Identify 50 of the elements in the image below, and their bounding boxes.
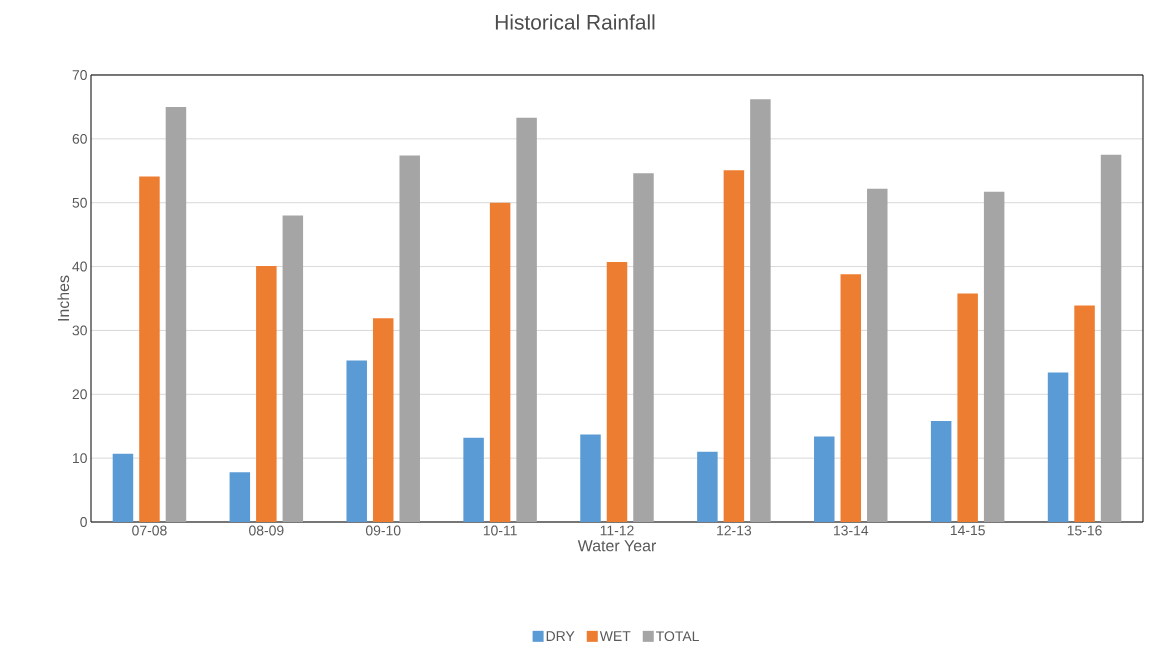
y-tick-label: 70 bbox=[72, 70, 87, 80]
bar bbox=[814, 436, 835, 522]
legend-label: DRY bbox=[546, 631, 575, 641]
x-tick-label: 14-15 bbox=[950, 525, 985, 536]
bar bbox=[633, 173, 654, 522]
x-axis-title: Water Year bbox=[577, 540, 657, 552]
bar bbox=[463, 437, 484, 522]
y-tick-label: 0 bbox=[80, 517, 87, 527]
y-tick-label: 60 bbox=[72, 133, 87, 144]
x-tick-label: 10-11 bbox=[483, 525, 517, 536]
x-tick-label: 08-09 bbox=[249, 525, 284, 536]
bar bbox=[489, 202, 511, 522]
bar bbox=[139, 176, 160, 522]
bar bbox=[112, 453, 134, 522]
bar bbox=[1074, 305, 1095, 522]
y-axis-title: Inches bbox=[57, 275, 70, 321]
x-tick-label: 15-16 bbox=[1067, 525, 1102, 536]
bar bbox=[256, 265, 277, 522]
bar bbox=[580, 434, 601, 522]
legend-label: TOTAL bbox=[656, 631, 699, 642]
bar bbox=[930, 421, 952, 522]
bar bbox=[282, 215, 304, 522]
bar bbox=[516, 117, 537, 522]
x-tick-label: 12-13 bbox=[717, 525, 752, 536]
chart-title: Historical Rainfall bbox=[495, 14, 655, 30]
y-tick-label: 10 bbox=[73, 453, 87, 464]
bar bbox=[723, 170, 745, 522]
bar bbox=[750, 99, 771, 522]
bar bbox=[1047, 372, 1069, 522]
legend-label: WET bbox=[599, 631, 631, 641]
bar bbox=[957, 293, 978, 522]
bar bbox=[840, 274, 862, 522]
y-tick-label: 30 bbox=[72, 325, 87, 336]
x-tick-label: 09-10 bbox=[365, 525, 401, 536]
bar bbox=[867, 188, 888, 522]
x-tick-label: 11-12 bbox=[600, 525, 634, 536]
bar bbox=[399, 155, 420, 522]
y-tick-label: 50 bbox=[72, 197, 87, 208]
bar bbox=[372, 318, 394, 522]
y-tick-label: 20 bbox=[72, 389, 87, 400]
y-tick-label: 40 bbox=[72, 261, 87, 272]
bar bbox=[983, 191, 1005, 522]
bar bbox=[346, 360, 367, 522]
bar bbox=[1100, 154, 1122, 522]
bar bbox=[229, 472, 251, 522]
x-tick-label: 13-14 bbox=[834, 525, 869, 536]
x-tick-label: 07-08 bbox=[132, 525, 167, 536]
bar bbox=[697, 451, 718, 522]
bar bbox=[606, 262, 628, 522]
bar bbox=[165, 106, 187, 522]
